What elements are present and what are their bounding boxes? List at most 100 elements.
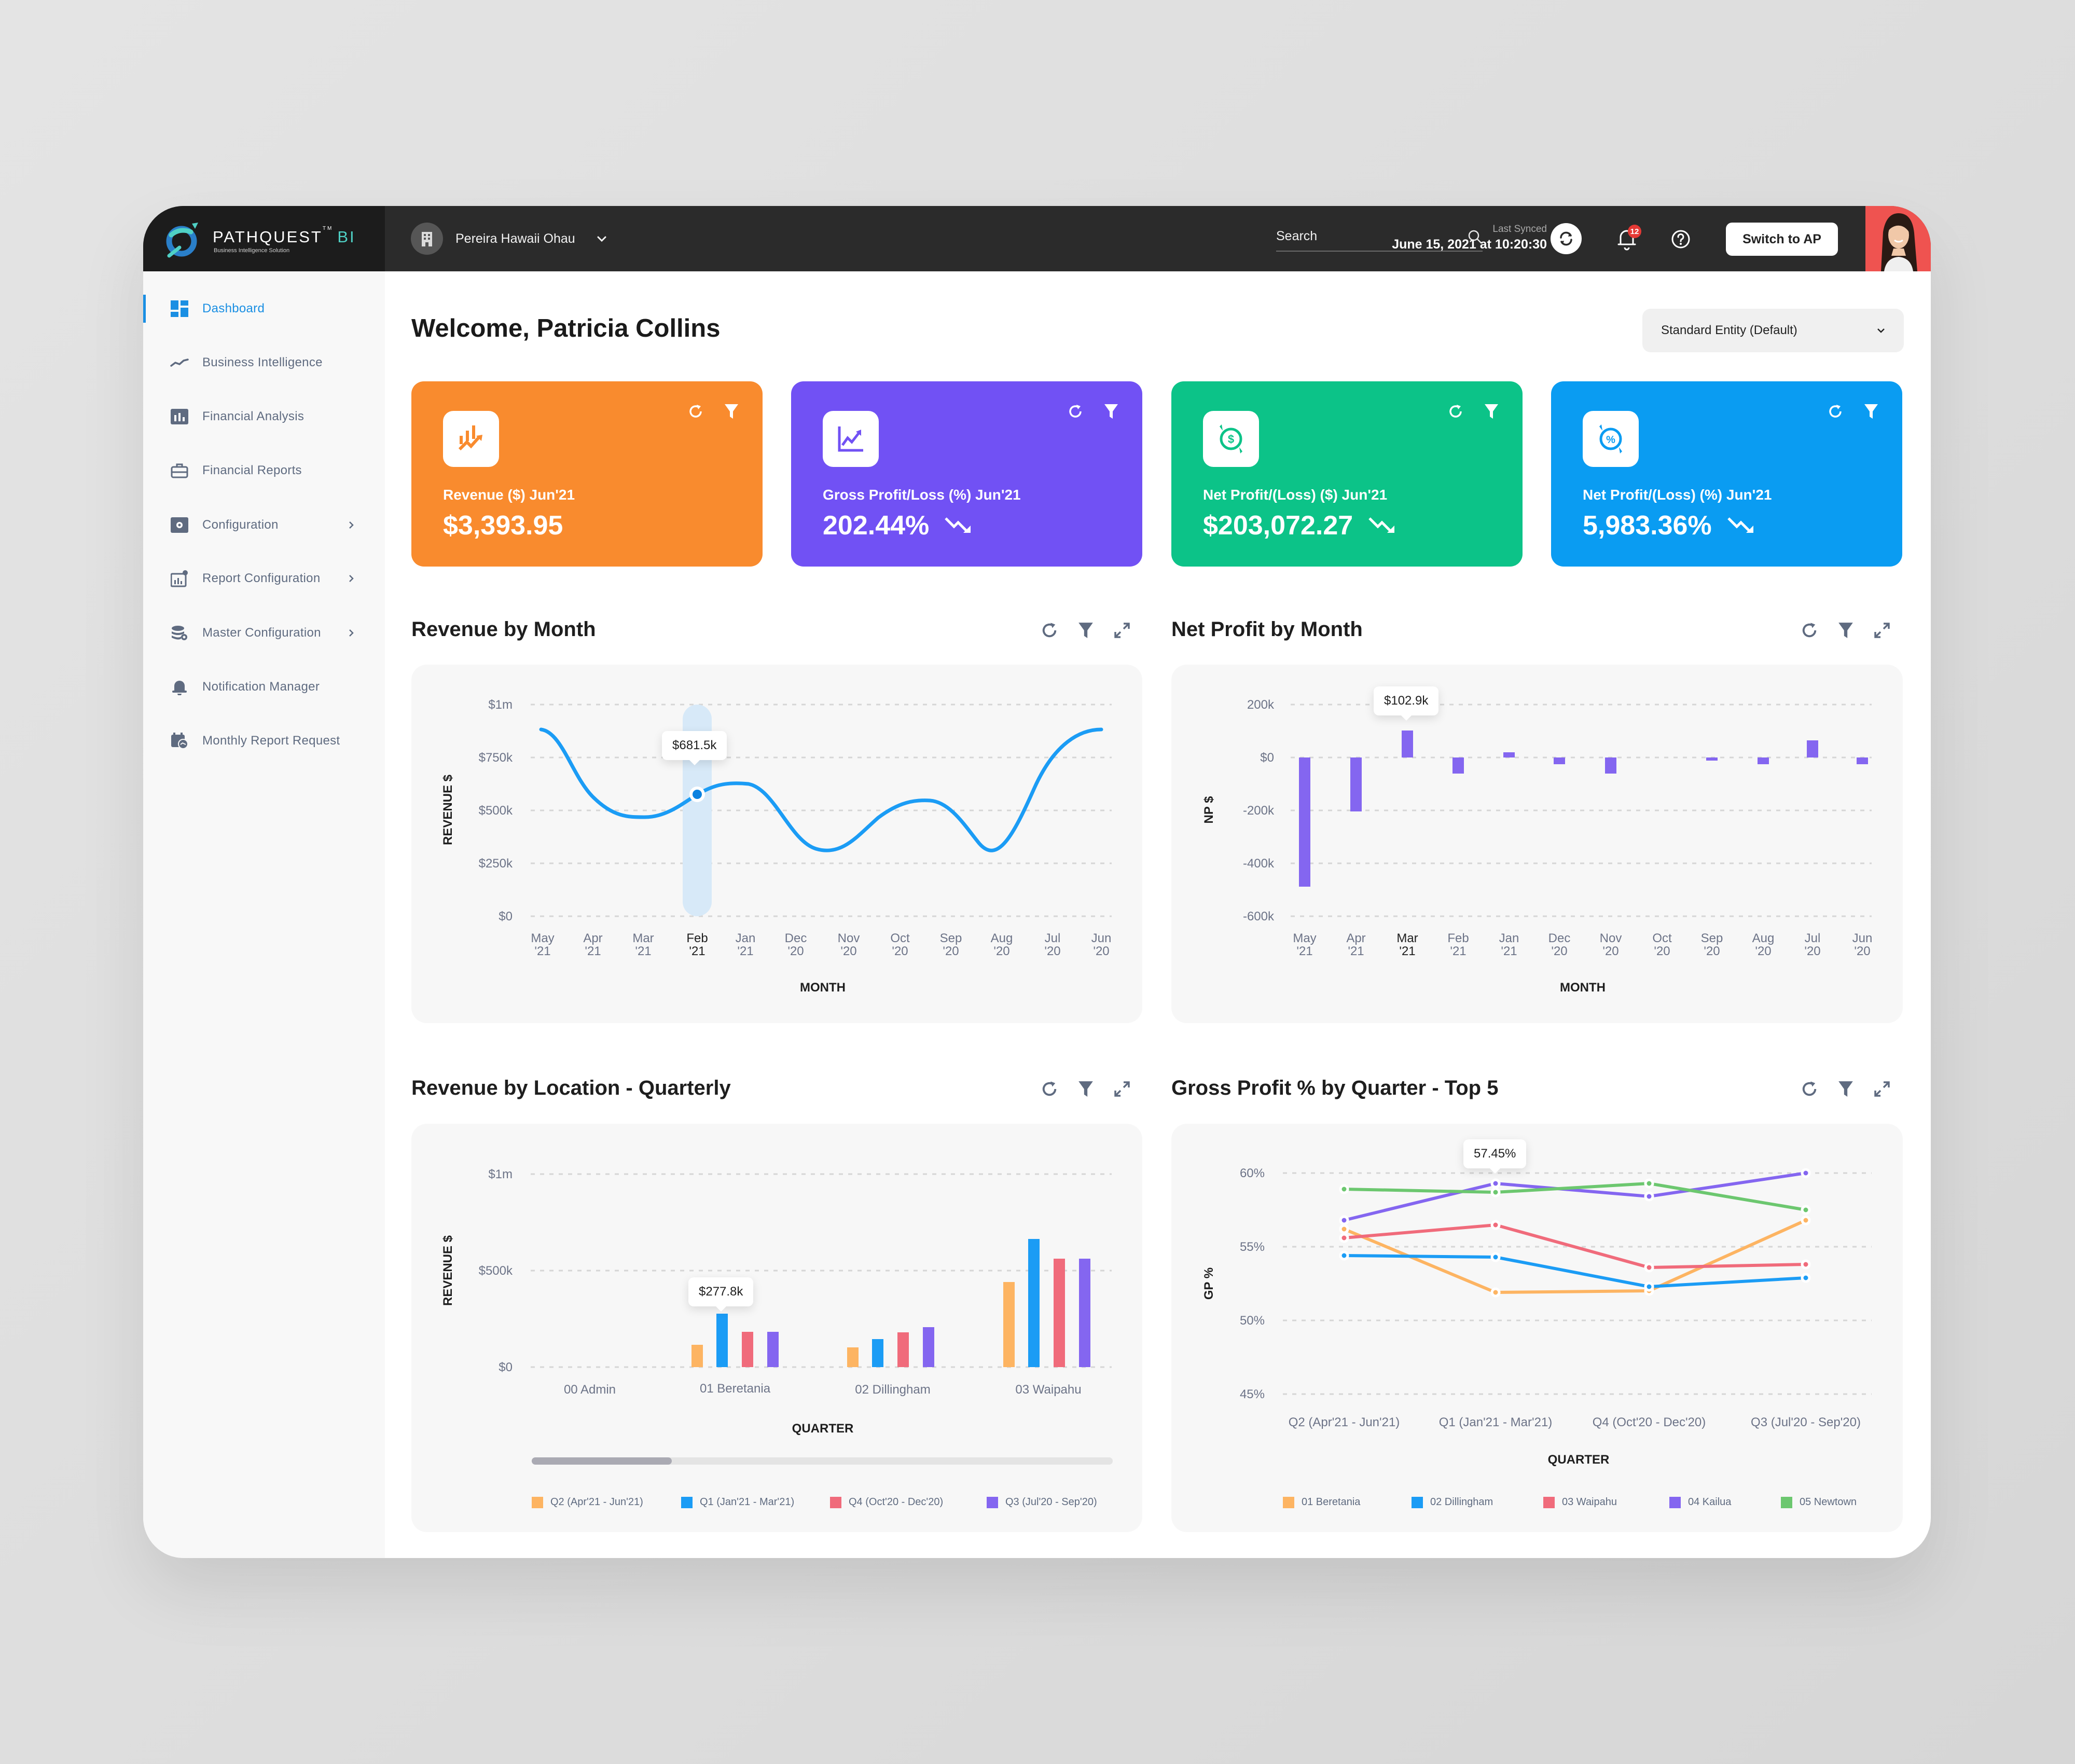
svg-text:'20: '20 [1044,944,1060,958]
notifications-button[interactable]: 12 [1616,225,1648,253]
svg-text:REVENUE $: REVENUE $ [441,1235,455,1306]
refresh-icon[interactable] [1798,1078,1821,1100]
legend-item[interactable]: 02 Dillingham [1412,1496,1493,1508]
database-settings-icon [170,624,189,642]
expand-icon[interactable] [1871,619,1893,642]
filter-icon[interactable] [1834,619,1857,642]
refresh-icon[interactable] [1038,619,1061,642]
svg-text:MONTH: MONTH [1560,981,1606,995]
svg-text:'20: '20 [993,944,1009,958]
report-settings-icon [170,569,189,588]
svg-text:NP $: NP $ [1202,796,1216,824]
sidebar-item-notification-manager[interactable]: Notification Manager [143,669,385,705]
refresh-icon[interactable] [1065,401,1086,422]
svg-text:45%: 45% [1240,1387,1265,1401]
calendar-report-icon [170,732,189,750]
pathquest-logo-icon [166,223,198,258]
legend-item[interactable]: 05 Newtown [1781,1496,1857,1508]
sidebar-item-dashboard[interactable]: Dashboard [143,291,385,327]
legend-item[interactable]: 04 Kailua [1669,1496,1731,1508]
scrollbar-thumb[interactable] [532,1457,672,1465]
sidebar-item-master-configuration[interactable]: Master Configuration [143,615,385,651]
svg-text:Aug: Aug [1752,931,1775,945]
refresh-icon[interactable] [1445,401,1466,422]
chart-tooltip: $277.8k [688,1277,754,1312]
search-box[interactable] [1276,226,1483,252]
app-window: PATHQUESTTM BI Business Intelligence Solu… [143,206,1931,1558]
refresh-icon[interactable] [1798,619,1821,642]
sidebar-item-financial-analysis[interactable]: Financial Analysis [143,398,385,435]
refresh-icon[interactable] [1825,401,1846,422]
help-icon[interactable] [1671,229,1691,249]
sidebar-item-label: Financial Analysis [202,409,305,423]
active-indicator [143,295,146,323]
svg-text:Q3 (Jul'20 - Sep'20): Q3 (Jul'20 - Sep'20) [1751,1415,1861,1429]
svg-text:$: $ [1228,433,1234,446]
bell-icon [170,678,189,696]
filter-icon[interactable] [1074,1078,1097,1100]
svg-text:'21: '21 [1348,944,1364,958]
svg-text:'20: '20 [943,944,959,958]
trend-down-icon [1368,517,1395,533]
logo[interactable]: PATHQUESTTM BI Business Intelligence Solu… [143,206,385,271]
refresh-icon[interactable] [685,401,706,422]
svg-text:REVENUE $: REVENUE $ [441,774,455,845]
user-avatar[interactable] [1865,206,1931,271]
svg-text:May: May [531,931,554,945]
filter-icon[interactable] [1074,619,1097,642]
svg-text:'20: '20 [1755,944,1771,958]
legend-item[interactable]: Q1 (Jan'21 - Mar'21) [681,1496,794,1508]
refresh-icon[interactable] [1038,1078,1061,1100]
search-icon[interactable] [1467,229,1483,244]
organization-selector[interactable]: Pereira Hawaii Ohau [411,223,607,255]
search-input[interactable] [1276,226,1442,246]
kpi-label: Net Profit/(Loss) (%) Jun'21 [1583,487,1772,503]
filter-icon[interactable] [1481,401,1502,422]
legend-item[interactable]: Q2 (Apr'21 - Jun'21) [532,1496,643,1508]
svg-text:Dec: Dec [785,931,807,945]
sidebar-item-monthly-report-request[interactable]: Monthly Report Request [143,723,385,759]
sidebar-item-label: Report Configuration [202,571,321,585]
expand-icon[interactable] [1111,619,1133,642]
svg-text:'21: '21 [585,944,601,958]
sidebar-item-business-intelligence[interactable]: Business Intelligence [143,344,385,381]
svg-text:'21: '21 [1399,944,1415,958]
svg-text:QUARTER: QUARTER [1548,1453,1610,1467]
svg-text:Nov: Nov [838,931,860,945]
filter-icon[interactable] [1101,401,1122,422]
sync-button[interactable] [1551,223,1582,254]
expand-icon[interactable] [1111,1078,1133,1100]
legend-item[interactable]: Q4 (Oct'20 - Dec'20) [830,1496,943,1508]
filter-icon[interactable] [1861,401,1882,422]
expand-icon[interactable] [1871,1078,1893,1100]
svg-text:Dec: Dec [1548,931,1571,945]
kpi-value: 5,983.36% [1583,510,1758,541]
sidebar-item-configuration[interactable]: Configuration [143,507,385,543]
legend-item[interactable]: 01 Beretania [1283,1496,1360,1508]
svg-text:Aug: Aug [991,931,1013,945]
briefcase-icon [170,461,189,480]
switch-to-ap-button[interactable]: Switch to AP [1726,223,1838,256]
sidebar-item-financial-reports[interactable]: Financial Reports [143,452,385,489]
sidebar-item-report-configuration[interactable]: Report Configuration [143,560,385,597]
filter-icon[interactable] [1834,1078,1857,1100]
entity-selector[interactable]: Standard Entity (Default) [1642,309,1904,352]
svg-text:$500k: $500k [479,1264,513,1278]
legend-item[interactable]: 03 Waipahu [1543,1496,1617,1508]
chart-tooltip: $681.5k [662,731,727,765]
svg-text:-600k: -600k [1243,909,1275,924]
trend-down-icon [945,517,971,533]
kpi-card-net-profit-percent: % Net Profit/(Loss) (%) Jun'21 5,983.36% [1551,381,1902,567]
kpi-value: $203,072.27 [1203,510,1399,541]
line-chart: $1m $750k $500k $250k $0 REVENUE $ May'2… [441,698,1112,995]
svg-text:'20: '20 [787,944,804,958]
svg-text:50%: 50% [1240,1314,1265,1328]
filter-icon[interactable] [721,401,742,422]
chart-horizontal-scrollbar[interactable] [532,1457,1113,1465]
legend-item[interactable]: Q3 (Jul'20 - Sep'20) [987,1496,1097,1508]
svg-text:01 Beretania: 01 Beretania [700,1382,771,1396]
svg-text:-200k: -200k [1243,804,1275,818]
percent-cycle-icon: % [1583,411,1639,467]
kpi-card-net-profit-dollar: $ Net Profit/(Loss) ($) Jun'21 $203,072.… [1171,381,1523,567]
sidebar-item-label: Notification Manager [202,680,320,694]
